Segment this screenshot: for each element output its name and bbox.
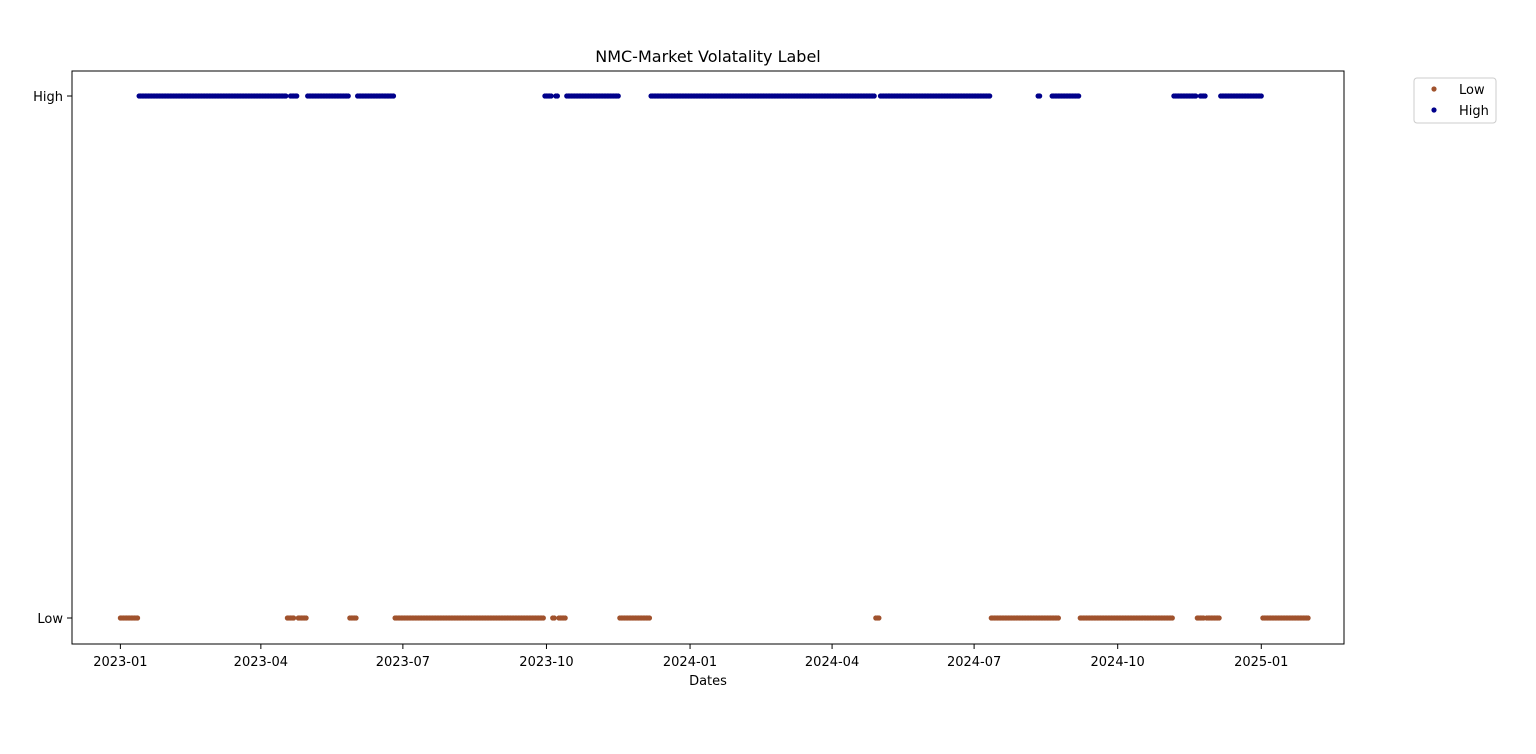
point-low — [646, 615, 653, 621]
point-high — [1076, 93, 1082, 99]
point-high — [548, 93, 554, 99]
point-high — [1193, 93, 1199, 99]
x-tick-label-7: 2024-10 — [1091, 655, 1145, 670]
point-low — [291, 615, 297, 621]
x-tick-label-4: 2024-01 — [663, 655, 717, 670]
legend-label-low: Low — [1459, 83, 1485, 98]
point-low — [1305, 615, 1311, 621]
point-low — [551, 615, 557, 621]
point-high — [1258, 93, 1264, 99]
x-tick-label-8: 2025-01 — [1234, 655, 1288, 670]
x-tick-label-1: 2023-04 — [234, 655, 288, 670]
series-low — [117, 615, 1311, 621]
x-tick-label-3: 2023-10 — [519, 655, 573, 670]
point-low — [1216, 615, 1222, 621]
x-tick-label-0: 2023-01 — [93, 655, 147, 670]
x-axis: 2023-01 2023-04 2023-07 2023-10 2024-01 2024-… — [93, 644, 1288, 670]
y-tick-label-0: Low — [37, 612, 63, 627]
point-high — [1202, 93, 1208, 99]
point-low — [562, 615, 568, 621]
point-high — [554, 93, 560, 99]
point-low — [353, 615, 359, 621]
point-low — [876, 615, 882, 621]
point-high — [987, 93, 993, 99]
legend-label-high: High — [1459, 104, 1489, 119]
plot-frame — [71, 70, 1345, 645]
x-axis-label: Dates — [689, 674, 727, 689]
point-high — [283, 93, 289, 99]
point-low — [1055, 615, 1061, 621]
y-axis: Low High — [33, 90, 72, 627]
point-low — [540, 615, 546, 621]
legend: Low High — [1413, 77, 1497, 124]
x-tick-label-2: 2023-07 — [376, 655, 430, 670]
point-high — [1037, 93, 1043, 99]
point-low — [134, 615, 141, 621]
point-high — [345, 93, 351, 99]
point-low — [1169, 615, 1175, 621]
y-tick-label-1: High — [33, 90, 63, 105]
legend-marker-high — [1431, 107, 1437, 113]
legend-marker-low — [1431, 86, 1437, 92]
point-high — [390, 93, 397, 99]
series-high — [136, 93, 1264, 99]
point-low — [303, 615, 309, 621]
chart-title: NMC-Market Volatality Label — [595, 47, 821, 66]
plot-marks — [117, 93, 1311, 621]
point-high — [615, 93, 621, 99]
point-high — [871, 93, 877, 99]
x-tick-label-6: 2024-07 — [947, 655, 1001, 670]
x-tick-label-5: 2024-04 — [805, 655, 859, 670]
point-high — [294, 93, 300, 99]
